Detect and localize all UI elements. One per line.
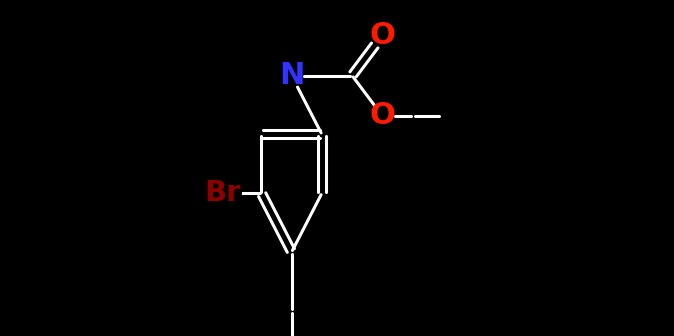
- Text: N: N: [279, 61, 305, 90]
- Circle shape: [204, 175, 241, 212]
- Circle shape: [281, 65, 303, 86]
- Text: O: O: [369, 101, 395, 130]
- Text: O: O: [369, 21, 395, 50]
- Circle shape: [371, 25, 393, 46]
- Text: Br: Br: [204, 179, 241, 207]
- Circle shape: [371, 105, 393, 127]
